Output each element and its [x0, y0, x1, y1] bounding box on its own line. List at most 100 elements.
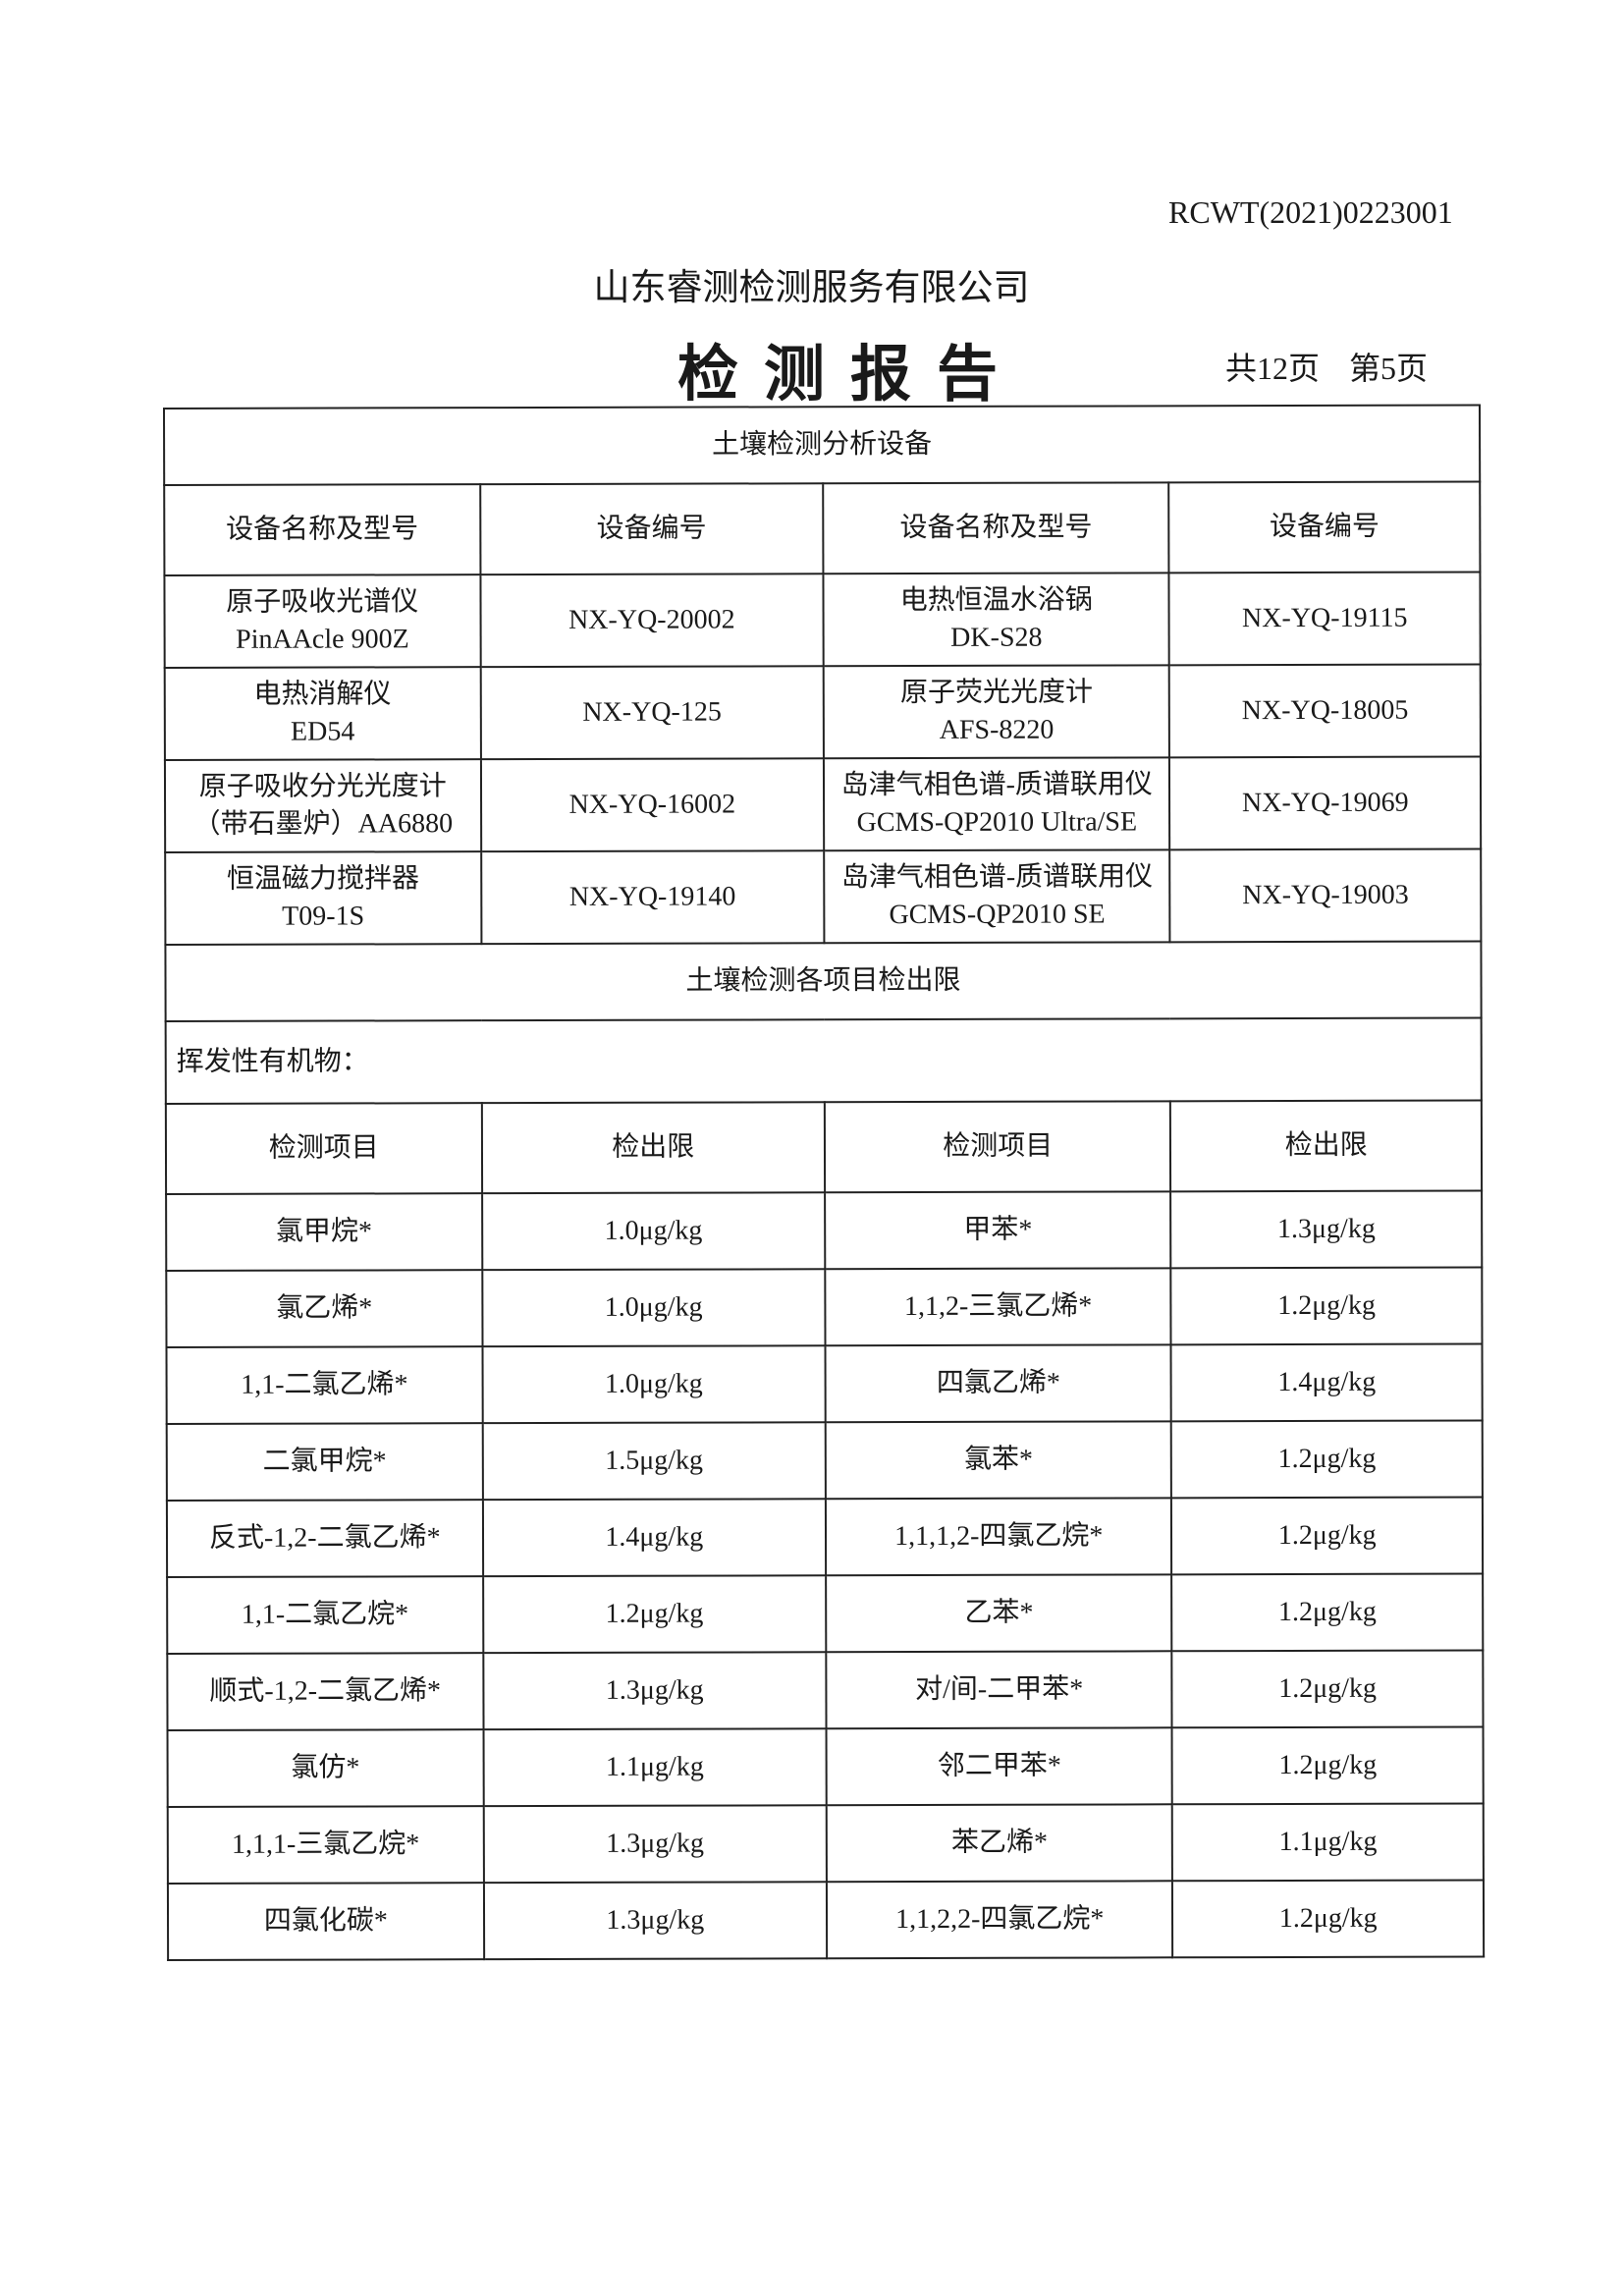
detection-limit: 1.3μg/kg [1170, 1190, 1483, 1269]
equipment-name-cell: 岛津气相色谱-质谱联用仪 GCMS-QP2010 Ultra/SE [823, 757, 1170, 851]
test-item: 反式-1,2-二氯乙烯* [166, 1500, 483, 1577]
detection-limit: 1.2μg/kg [1171, 1650, 1484, 1728]
current-page: 第5页 [1349, 351, 1429, 386]
detection-limit: 1.3μg/kg [482, 1652, 827, 1730]
test-item: 氯甲烷* [166, 1193, 482, 1271]
equipment-name: 原子吸收分光光度计 [198, 771, 447, 802]
test-item: 乙苯* [826, 1574, 1172, 1653]
equipment-row: 电热消解仪 ED54 NX-YQ-125 原子荧光光度计 AFS-8220 NX-Y… [164, 664, 1481, 760]
detection-limit: 1.2μg/kg [1170, 1267, 1483, 1345]
equipment-name-cell: 原子荧光光度计 AFS-8220 [823, 665, 1170, 759]
equipment-row: 原子吸收分光光度计 （带石墨炉）AA6880 NX-YQ-16002 岛津气相色谱… [164, 756, 1482, 852]
equipment-model: GCMS-QP2010 SE [889, 899, 1106, 931]
equipment-name-cell: 电热消解仪 ED54 [164, 667, 481, 760]
equipment-name: 原子荧光光度计 [899, 677, 1094, 709]
equipment-id: NX-YQ-125 [480, 666, 824, 760]
equipment-model: AFS-8220 [939, 714, 1055, 745]
test-item: 1,1-二氯乙烷* [167, 1576, 483, 1654]
test-item: 1,1,1-三氯乙烷* [167, 1806, 484, 1884]
test-item: 二氯甲烷* [166, 1423, 483, 1501]
test-item: 1,1-二氯乙烯* [166, 1346, 483, 1424]
test-item: 顺式-1,2-二氯乙烯* [167, 1653, 484, 1730]
column-header: 检出限 [481, 1102, 826, 1194]
limit-row: 氯乙烯* 1.0μg/kg 1,1,2-三氯乙烯* 1.2μg/kg [166, 1267, 1483, 1347]
detection-limit: 1.4μg/kg [1170, 1343, 1483, 1422]
limit-row: 四氯化碳* 1.3μg/kg 1,1,2,2-四氯乙烷* 1.2μg/kg [167, 1880, 1485, 1960]
test-item: 对/间-二甲苯* [826, 1651, 1172, 1729]
equipment-header-row: 设备名称及型号 设备编号 设备名称及型号 设备编号 [164, 481, 1481, 575]
equipment-name-cell: 原子吸收分光光度计 （带石墨炉）AA6880 [164, 759, 481, 852]
equipment-model: ED54 [290, 716, 355, 747]
detection-limit: 1.2μg/kg [1171, 1420, 1483, 1499]
detection-limit: 1.3μg/kg [483, 1882, 828, 1960]
total-pages: 共12页 [1225, 351, 1321, 386]
test-item: 甲苯* [825, 1191, 1171, 1270]
limit-row: 反式-1,2-二氯乙烯* 1.4μg/kg 1,1,1,2-四氯乙烷* 1.2μ… [166, 1497, 1484, 1577]
detection-limit: 1.2μg/kg [1171, 1497, 1484, 1575]
report-table: 土壤检测分析设备 设备名称及型号 设备编号 设备名称及型号 设备编号 原子吸收光… [163, 404, 1485, 1961]
detection-limit: 1.2μg/kg [1171, 1573, 1484, 1652]
detection-limit: 1.2μg/kg [482, 1575, 827, 1654]
equipment-section-title: 土壤检测分析设备 [164, 405, 1481, 485]
limit-row: 1,1-二氯乙烷* 1.2μg/kg 乙苯* 1.2μg/kg [167, 1573, 1484, 1654]
equipment-id: NX-YQ-19069 [1169, 756, 1482, 850]
test-item: 四氯乙烯* [825, 1344, 1172, 1423]
detection-limit: 1.3μg/kg [483, 1805, 827, 1884]
limit-row: 二氯甲烷* 1.5μg/kg 氯苯* 1.2μg/kg [166, 1420, 1483, 1501]
detection-limit: 1.1μg/kg [483, 1728, 827, 1807]
equipment-name: 岛津气相色谱-质谱联用仪 [840, 861, 1154, 894]
limit-row: 氯仿* 1.1μg/kg 邻二甲苯* 1.2μg/kg [167, 1726, 1484, 1807]
equipment-model: （带石墨炉）AA6880 [192, 808, 454, 840]
test-item: 氯仿* [167, 1729, 484, 1807]
detection-limit: 1.0μg/kg [482, 1345, 826, 1424]
equipment-name-cell: 恒温磁力搅拌器 T09-1S [165, 851, 481, 945]
equipment-id: NX-YQ-16002 [480, 758, 825, 852]
test-item: 苯乙烯* [826, 1804, 1173, 1883]
detection-limit: 1.2μg/kg [1172, 1880, 1485, 1958]
detection-limit: 1.2μg/kg [1171, 1726, 1484, 1805]
company-name: 山东睿测检测服务有限公司 [593, 268, 1030, 308]
test-item: 氯苯* [825, 1421, 1172, 1500]
equipment-name: 电热恒温水浴锅 [899, 584, 1093, 617]
equipment-name-cell: 岛津气相色谱-质谱联用仪 GCMS-QP2010 SE [824, 849, 1170, 944]
column-header: 设备编号 [1168, 481, 1481, 574]
limit-row: 顺式-1,2-二氯乙烯* 1.3μg/kg 对/间-二甲苯* 1.2μg/kg [167, 1650, 1484, 1730]
detection-limit: 1.5μg/kg [482, 1422, 826, 1501]
equipment-model: T09-1S [282, 901, 365, 932]
column-header: 设备名称及型号 [823, 482, 1169, 574]
equipment-id: NX-YQ-19115 [1168, 572, 1481, 666]
equipment-name: 岛津气相色谱-质谱联用仪 [840, 769, 1153, 801]
limit-row: 氯甲烷* 1.0μg/kg 甲苯* 1.3μg/kg [166, 1190, 1483, 1271]
equipment-name-cell: 电热恒温水浴锅 DK-S28 [823, 573, 1170, 667]
equipment-model: PinAAcle 900Z [236, 624, 409, 655]
equipment-name-cell: 原子吸收光谱仪 PinAAcle 900Z [164, 574, 481, 668]
detection-limit: 1.1μg/kg [1172, 1803, 1484, 1882]
equipment-row: 原子吸收光谱仪 PinAAcle 900Z NX-YQ-20002 电热恒温水浴锅… [164, 572, 1481, 668]
equipment-name: 恒温磁力搅拌器 [226, 863, 420, 895]
test-item: 1,1,2,2-四氯乙烷* [826, 1881, 1173, 1959]
equipment-model: GCMS-QP2010 Ultra/SE [856, 806, 1138, 839]
page-info: 共12页 第5页 [1225, 344, 1457, 389]
column-header: 设备名称及型号 [164, 484, 480, 575]
test-item: 邻二甲苯* [826, 1727, 1173, 1806]
equipment-id: NX-YQ-18005 [1169, 664, 1481, 758]
detection-limit: 1.0μg/kg [481, 1269, 826, 1347]
category-label: 挥发性有机物： [165, 1017, 1482, 1104]
equipment-name: 电热消解仪 [253, 679, 392, 710]
detection-limit: 1.4μg/kg [482, 1499, 827, 1577]
report-number: RCWT(2021)0223001 [1168, 194, 1453, 230]
equipment-id: NX-YQ-19140 [480, 850, 825, 945]
test-item: 1,1,2-三氯乙烯* [825, 1268, 1171, 1346]
column-header: 检测项目 [165, 1103, 482, 1194]
test-item: 1,1,1,2-四氯乙烷* [825, 1498, 1172, 1576]
test-item: 四氯化碳* [167, 1883, 484, 1960]
equipment-id: NX-YQ-20002 [479, 574, 824, 668]
column-header: 设备编号 [479, 483, 824, 575]
limit-row: 1,1-二氯乙烯* 1.0μg/kg 四氯乙烯* 1.4μg/kg [166, 1343, 1483, 1424]
limits-section-title: 土壤检测各项目检出限 [165, 941, 1482, 1021]
equipment-model: DK-S28 [950, 622, 1043, 653]
equipment-id: NX-YQ-19003 [1169, 848, 1482, 943]
column-header: 检出限 [1170, 1100, 1483, 1192]
detection-limit: 1.0μg/kg [481, 1192, 826, 1271]
equipment-name: 原子吸收光谱仪 [226, 586, 419, 618]
